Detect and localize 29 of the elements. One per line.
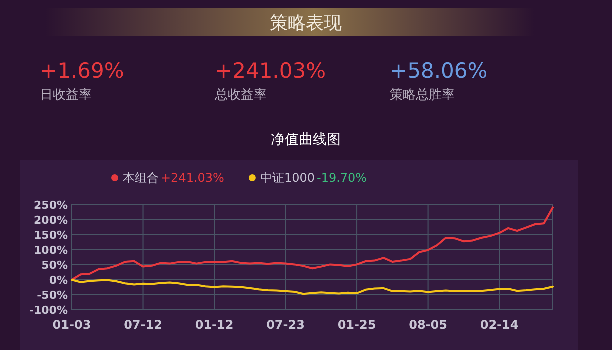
text: 总收益率 xyxy=(214,87,267,103)
x-tick-label: 01-12 xyxy=(195,318,234,332)
y-tick-label: 0% xyxy=(49,274,68,287)
x-tick-label: 01-25 xyxy=(338,318,376,332)
text: -19.70% xyxy=(317,171,368,185)
chart-title: 净值曲线图 xyxy=(271,132,341,148)
text: 策略表现 xyxy=(270,13,342,34)
text: +241.03% xyxy=(215,59,326,83)
y-tick-label: 200% xyxy=(34,214,68,227)
y-tick-label: 150% xyxy=(34,229,68,242)
y-tick-label: 100% xyxy=(34,244,68,257)
x-tick-label: 07-23 xyxy=(266,318,305,332)
text: +1.69% xyxy=(40,59,124,83)
legend-label: 本组合 xyxy=(123,171,159,185)
y-tick-label: 50% xyxy=(42,259,68,272)
legend-label: 中证1000 xyxy=(260,171,315,185)
text: +241.03% xyxy=(161,171,224,185)
x-tick-label: 02-14 xyxy=(480,318,519,332)
line-series xyxy=(71,206,554,281)
text: 日收益率 xyxy=(40,87,92,103)
text: 策略总胜率 xyxy=(390,87,455,103)
y-tick-label: 250% xyxy=(34,199,68,212)
x-tick-label: 01-03 xyxy=(52,318,92,332)
x-tick-label: 07-12 xyxy=(124,318,162,332)
text: +58.06% xyxy=(390,59,488,83)
line-series xyxy=(71,279,554,296)
y-tick-label: -100% xyxy=(29,304,68,317)
x-tick-label: 08-05 xyxy=(409,318,448,332)
y-tick-label: -50% xyxy=(37,289,68,302)
